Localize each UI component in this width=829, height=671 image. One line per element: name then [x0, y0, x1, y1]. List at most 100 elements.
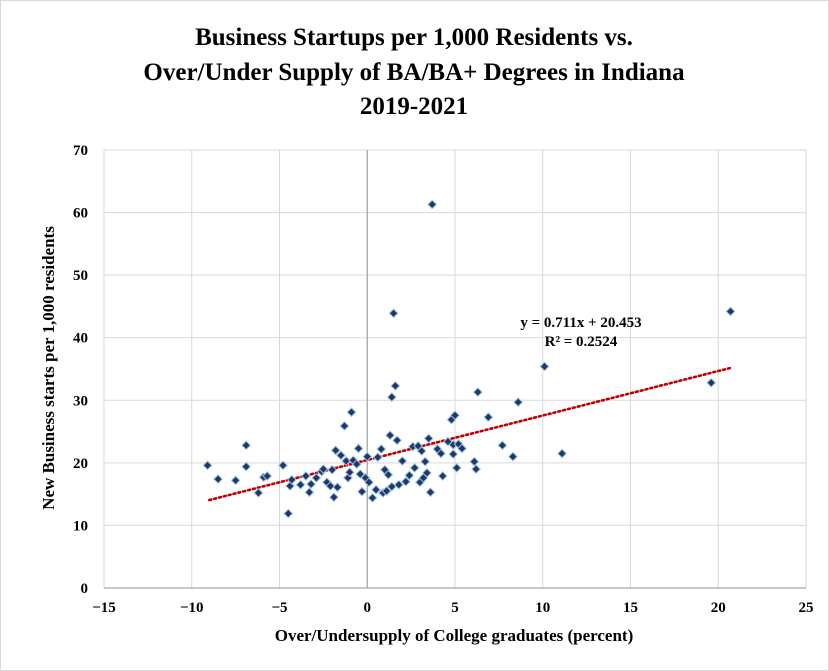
- data-point: [344, 467, 355, 478]
- x-tick-label: −15: [92, 600, 116, 616]
- x-axis-tick-labels: −15 −10 −5 0 5 10 15 20 25: [92, 600, 813, 616]
- x-tick-label: 10: [535, 600, 550, 616]
- x-gridlines: [191, 150, 719, 588]
- chart-title-line-1: Business Startups per 1,000 Residents vs…: [195, 24, 633, 51]
- data-point: [393, 479, 404, 490]
- x-tick-label: 25: [799, 600, 814, 616]
- data-point: [357, 486, 367, 497]
- data-point: [539, 361, 550, 372]
- data-point: [346, 407, 357, 418]
- data-point: [327, 464, 338, 475]
- trendline-equation-text: y = 0.711x + 20.453: [520, 315, 641, 331]
- data-point: [451, 462, 462, 473]
- data-point: [448, 449, 459, 460]
- data-point: [450, 410, 460, 421]
- data-point: [364, 477, 374, 488]
- data-point: [262, 471, 273, 481]
- data-point: [497, 440, 508, 451]
- data-point: [483, 412, 494, 423]
- x-tick-label: 20: [711, 600, 726, 616]
- data-point: [725, 306, 736, 317]
- data-point: [367, 492, 378, 503]
- data-point: [416, 446, 427, 456]
- data-point: [469, 456, 480, 467]
- data-point: [241, 440, 252, 451]
- data-point: [409, 462, 420, 473]
- data-point: [353, 443, 364, 454]
- data-point: [427, 199, 438, 210]
- y-tick-label: 70: [73, 143, 88, 159]
- data-point: [513, 397, 524, 408]
- x-tick-label: 5: [451, 600, 459, 616]
- data-point: [213, 474, 223, 485]
- data-point: [351, 459, 362, 470]
- data-point: [457, 443, 467, 454]
- x-tick-label: 0: [364, 600, 372, 616]
- y-tick-label: 20: [73, 456, 88, 472]
- chart-title-line-3: 2019-2021: [360, 93, 468, 120]
- data-point: [383, 469, 394, 480]
- data-point: [336, 450, 346, 461]
- data-point: [306, 479, 316, 490]
- y-tick-label: 10: [73, 518, 88, 534]
- data-point: [241, 461, 252, 472]
- data-point: [371, 484, 381, 495]
- x-axis-title: Over/Undersupply of College graduates (p…: [275, 626, 634, 645]
- data-point: [437, 471, 448, 481]
- data-point: [341, 456, 352, 466]
- data-point: [422, 467, 432, 478]
- data-point: [295, 479, 306, 490]
- data-point: [388, 308, 399, 319]
- chart-title-line-2: Over/Under Supply of BA/BA+ Degrees in I…: [143, 59, 685, 86]
- data-point: [372, 452, 383, 463]
- data-point: [386, 392, 397, 403]
- data-point: [300, 471, 311, 481]
- data-point: [286, 474, 297, 485]
- data-point: [392, 435, 402, 446]
- data-point: [332, 482, 343, 493]
- data-point: [328, 492, 339, 503]
- data-point: [400, 476, 411, 487]
- data-point: [381, 486, 392, 496]
- y-axis-tick-labels: 0 10 20 30 40 50 60 70: [73, 143, 88, 597]
- plot-area: [103, 149, 807, 589]
- data-point: [202, 460, 213, 471]
- axes: [104, 150, 806, 589]
- trendline: [208, 366, 734, 502]
- trendline-equation: y = 0.711x + 20.453 R² = 0.2524: [520, 315, 641, 350]
- data-point: [339, 421, 350, 431]
- data-point: [278, 460, 288, 471]
- y-axis-title: New Business starts per 1,000 residents: [39, 226, 58, 510]
- y-tick-label: 30: [73, 393, 88, 409]
- data-points: [202, 199, 736, 519]
- data-point: [230, 475, 241, 486]
- data-point: [304, 487, 315, 498]
- y-tick-label: 0: [81, 581, 89, 597]
- data-point: [325, 481, 336, 491]
- data-point: [420, 456, 431, 467]
- y-tick-label: 50: [73, 268, 88, 284]
- data-point: [706, 377, 717, 388]
- y-gridlines: [104, 149, 806, 526]
- x-tick-label: −10: [180, 600, 204, 616]
- y-tick-label: 40: [73, 331, 88, 347]
- x-tick-label: 15: [623, 600, 638, 616]
- data-point: [508, 451, 518, 462]
- data-point: [253, 487, 264, 498]
- data-point: [330, 445, 341, 456]
- data-point: [472, 387, 483, 398]
- data-point: [311, 472, 322, 483]
- y-tick-label: 60: [73, 206, 88, 222]
- data-point: [376, 444, 387, 454]
- data-point: [385, 430, 395, 441]
- data-point: [471, 464, 481, 475]
- data-point: [390, 380, 401, 391]
- data-point: [397, 456, 408, 466]
- data-point: [425, 487, 436, 498]
- data-point: [557, 448, 567, 459]
- data-point: [436, 448, 446, 459]
- chart-title: Business Startups per 1,000 Residents vs…: [143, 24, 685, 120]
- trendline-r2-text: R² = 0.2524: [545, 334, 618, 350]
- data-point: [362, 451, 373, 462]
